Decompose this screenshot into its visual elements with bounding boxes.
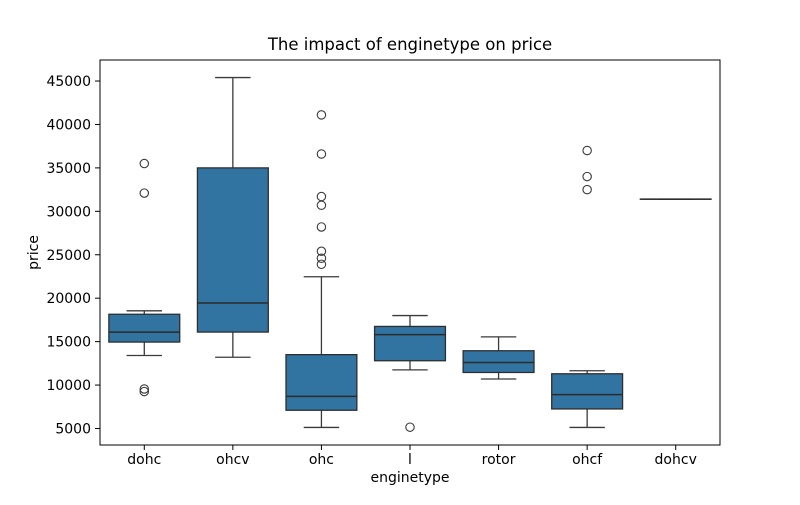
x-axis-label: enginetype — [370, 470, 449, 486]
y-tick-label: 15000 — [46, 335, 91, 351]
plot-area — [100, 60, 720, 445]
y-tick-label: 5000 — [55, 421, 91, 437]
y-tick-label: 40000 — [46, 117, 91, 133]
box-rotor — [463, 351, 534, 373]
box-ohcv — [197, 168, 268, 332]
chart-title: The impact of enginetype on price — [267, 35, 552, 54]
x-tick-label-rotor: rotor — [482, 452, 516, 468]
y-axis-label: price — [26, 235, 42, 270]
x-tick-label-dohcv: dohcv — [655, 452, 697, 468]
y-tick-label: 35000 — [46, 161, 91, 177]
x-tick-label-ohcf: ohcf — [572, 452, 603, 468]
box-dohc — [109, 314, 180, 342]
x-tick-label-l: l — [408, 452, 412, 468]
x-tick-label-dohc: dohc — [127, 452, 161, 468]
box-l — [375, 326, 446, 360]
x-tick-label-ohcv: ohcv — [216, 452, 249, 468]
y-tick-label: 10000 — [46, 378, 91, 394]
box-ohc — [286, 355, 357, 411]
y-tick-label: 30000 — [46, 204, 91, 220]
x-tick-label-ohc: ohc — [309, 452, 334, 468]
y-tick-label: 25000 — [46, 248, 91, 264]
y-tick-label: 20000 — [46, 291, 91, 307]
y-tick-label: 45000 — [46, 74, 91, 90]
box-ohcf — [552, 374, 623, 409]
